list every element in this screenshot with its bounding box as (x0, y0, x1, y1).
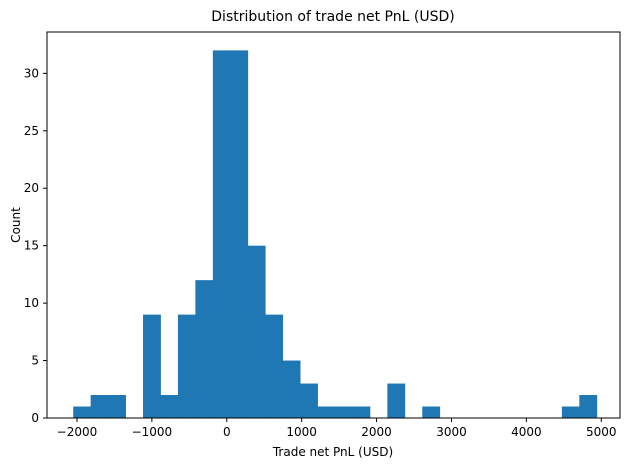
y-tick-label: 20 (24, 181, 39, 195)
x-tick-label: −2000 (57, 425, 98, 439)
y-tick-label: 15 (24, 239, 39, 253)
histogram-bar (282, 360, 301, 418)
histogram-bar (300, 383, 318, 418)
histogram-bar (561, 406, 580, 418)
y-tick-label: 25 (24, 124, 39, 138)
y-tick-label: 30 (24, 66, 39, 80)
histogram-bar (352, 406, 371, 418)
y-tick-label: 5 (31, 354, 39, 368)
y-tick-label: 0 (31, 411, 39, 425)
histogram-bar (90, 395, 109, 418)
x-tick-label: 1000 (286, 425, 317, 439)
histogram-bar (195, 280, 214, 418)
histogram-bar (579, 395, 598, 418)
x-tick-label: 3000 (436, 425, 467, 439)
histogram-bar (230, 50, 249, 418)
y-axis-label: Count (9, 207, 23, 243)
x-tick-label: 5000 (586, 425, 617, 439)
x-axis-label: Trade net PnL (USD) (272, 445, 393, 459)
x-tick-label: 4000 (511, 425, 542, 439)
histogram-bar (422, 406, 441, 418)
plot-frame (46, 31, 621, 419)
histogram-bar (317, 406, 336, 418)
x-tick-label: −1000 (132, 425, 173, 439)
histogram-bar (335, 406, 353, 418)
x-axis-ticks: −2000 −1000 0 1000 2000 3000 4000 5000 (57, 418, 617, 439)
histogram-bar (160, 395, 179, 418)
histogram-bar (108, 395, 126, 418)
histogram-bar (387, 383, 406, 418)
histogram-bars (73, 50, 598, 418)
histogram-bar (212, 50, 231, 418)
histogram-bar (73, 406, 92, 418)
histogram-bar (265, 314, 284, 418)
histogram-bar (177, 314, 196, 418)
chart-title: Distribution of trade net PnL (USD) (211, 9, 454, 25)
y-tick-label: 10 (24, 296, 39, 310)
histogram-bar (143, 314, 161, 418)
x-tick-label: 0 (223, 425, 231, 439)
histogram-bar (247, 245, 266, 418)
x-tick-label: 2000 (361, 425, 392, 439)
y-axis-ticks: 0 5 10 15 20 25 30 (24, 66, 47, 425)
